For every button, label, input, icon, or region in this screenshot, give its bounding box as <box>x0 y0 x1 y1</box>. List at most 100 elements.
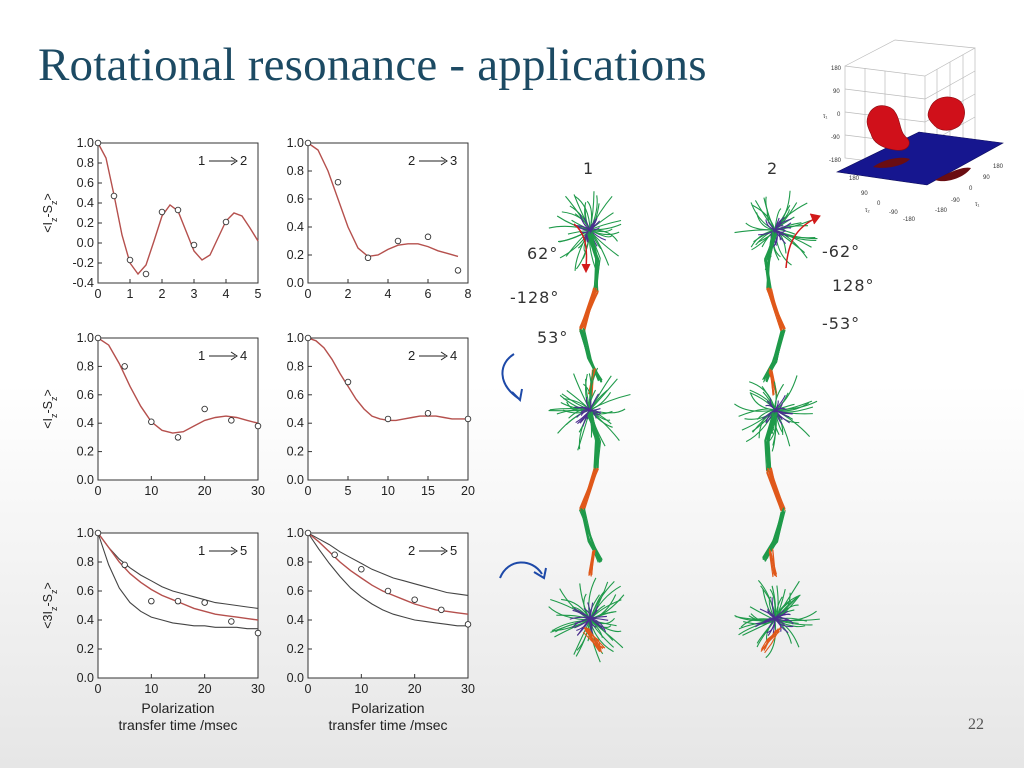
rotation-arrow-right-head <box>809 213 821 225</box>
mol-2-top-orange-strand <box>766 287 786 333</box>
data-point <box>344 378 352 386</box>
data-point <box>464 415 472 423</box>
x-tick-label: 0 <box>305 287 312 301</box>
z-tick: 0 <box>837 112 841 118</box>
z-tick: -180 <box>829 158 842 164</box>
envelope-curve-1 <box>307 532 469 596</box>
data-point <box>304 334 312 342</box>
data-point <box>364 254 372 262</box>
x-axis-label-line1: Polarization <box>141 700 215 716</box>
page-number: 22 <box>968 716 984 733</box>
y-tick-label: 0.4 <box>287 416 304 430</box>
data-point <box>254 629 262 637</box>
x-tick-label: 5 <box>345 484 352 498</box>
transition-from: 1 <box>198 348 205 363</box>
data-point <box>438 606 445 614</box>
chart-panel-1-to-2: -0.4 -0.2 0.0 0.2 0.4 0.6 0.8 1.0 0 1 2 3 4 5 <Iz-Sz> 1… <box>41 136 262 301</box>
y-tick-label: 0.6 <box>287 584 304 598</box>
slide-title: Rotational resonance - applications <box>38 39 707 91</box>
transition-to: 4 <box>240 348 247 363</box>
x-axis-label-line1: Polarization <box>351 700 425 716</box>
x-tick: -180 <box>903 217 916 223</box>
transition-arrow-head <box>440 156 448 166</box>
surface-axis-ticks: 180 90 0 -90 -180 τ₁ 180 90 0 -90 -180 τ… <box>823 66 1004 223</box>
data-point <box>126 256 134 264</box>
surface-isosurface-blobs <box>866 96 965 151</box>
mol-2-mid-green-strand <box>764 411 778 473</box>
transition-to: 5 <box>240 543 247 558</box>
x-tick: 90 <box>861 191 868 197</box>
data-point <box>331 551 338 559</box>
rotation-arrow-left <box>573 223 588 269</box>
envelope-curve-2 <box>307 532 468 627</box>
x-tick-label: 0 <box>95 682 102 696</box>
molecule-column-label-2: 2 <box>767 159 779 178</box>
data-point <box>228 618 235 625</box>
transition-arrow-head <box>230 156 238 166</box>
data-point <box>358 566 365 573</box>
plot-frame <box>307 142 469 284</box>
mol-2-bottom-orange-strand <box>760 627 782 654</box>
mol-2-mid-orange-tail <box>768 548 778 578</box>
y-tick-label: 1.0 <box>77 136 94 150</box>
molecular-structures <box>499 190 821 663</box>
rotation-arrow-left-head <box>581 263 591 274</box>
y-axis-label: <3Iz-Sz> <box>41 582 59 629</box>
y-tick-label: 0.8 <box>287 555 304 569</box>
mol-1-top-purple-core <box>574 214 607 247</box>
y-tick-label: -0.4 <box>72 276 94 290</box>
mol-1-top-green-strand <box>586 231 601 293</box>
transition-arrow-down-1-head <box>511 388 523 403</box>
data-point <box>148 418 155 426</box>
transition-to: 3 <box>450 153 457 168</box>
y-tick-label: 0.4 <box>77 196 94 210</box>
torsion-surface-plot: 180 90 0 -90 -180 τ₁ 180 90 0 -90 -180 τ… <box>823 39 1004 223</box>
chart-panel-1-to-5: 0.0 0.2 0.4 0.6 0.8 1.0 0 10 20 30 <3Iz-Sz> 1 5 <box>41 526 265 696</box>
x-axis-label-right: Polarization transfer time /msec <box>308 700 468 734</box>
transition-to: 5 <box>450 543 457 558</box>
surface-shadows <box>873 157 971 182</box>
z-tick: 180 <box>831 66 842 72</box>
y-tick-label: 0.0 <box>287 276 304 290</box>
y-tick-label: 0.6 <box>287 192 304 206</box>
z-tick: 90 <box>833 89 840 95</box>
y-tick-label: 1.0 <box>77 331 94 345</box>
x-tick-label: 0 <box>305 484 312 498</box>
x-tick-label: 10 <box>381 484 395 498</box>
data-point <box>158 208 166 216</box>
y-tick-label: 0.0 <box>77 671 94 685</box>
data-point <box>334 178 342 186</box>
plot-frame <box>307 337 469 481</box>
x-tick-label: 2 <box>159 287 166 301</box>
y-tick-label: 1.0 <box>287 136 304 150</box>
y-tick: -90 <box>951 198 960 204</box>
data-point <box>304 529 312 537</box>
y-tick-label: 0.8 <box>287 164 304 178</box>
chart-panel-2-to-4: 0.0 0.2 0.4 0.6 0.8 1.0 0 5 10 15 20 2 4 <box>287 331 475 498</box>
mol-1-mid-purple-core <box>574 393 602 429</box>
y-tick-label: 0.6 <box>77 388 94 402</box>
plot-frame <box>97 337 259 481</box>
x-tick-label: 20 <box>461 484 475 498</box>
x-tick-label: 30 <box>251 484 265 498</box>
x-tick-label: 2 <box>345 287 352 301</box>
y-tick-label: 0.6 <box>287 388 304 402</box>
transition-from: 2 <box>408 348 415 363</box>
x-tick-label: 3 <box>191 287 198 301</box>
y-tick-label: 0.2 <box>77 445 94 459</box>
y-tick-label: 0.2 <box>287 642 304 656</box>
y-axis-label: <Iz-Sz> <box>41 389 59 429</box>
chart-panel-1-to-4: 0.0 0.2 0.4 0.6 0.8 1.0 0 10 20 30 <Iz-Sz> 1 4 <box>41 331 265 498</box>
mol-2-top-green-strand <box>764 231 778 293</box>
data-point <box>222 218 230 226</box>
data-point <box>384 587 392 595</box>
transition-from: 2 <box>408 153 415 168</box>
y-tick-label: 1.0 <box>287 331 304 345</box>
transition-to: 2 <box>240 153 247 168</box>
y-tick-label: 0.2 <box>77 216 94 230</box>
y-tick-label: 0.2 <box>77 642 94 656</box>
data-point <box>464 621 472 628</box>
chart-panel-2-to-3: 0.0 0.2 0.4 0.6 0.8 1.0 0 2 4 6 8 2 3 <box>287 136 472 301</box>
mol-1-top-orange-strand <box>579 287 599 333</box>
y-tick: 90 <box>983 175 990 181</box>
